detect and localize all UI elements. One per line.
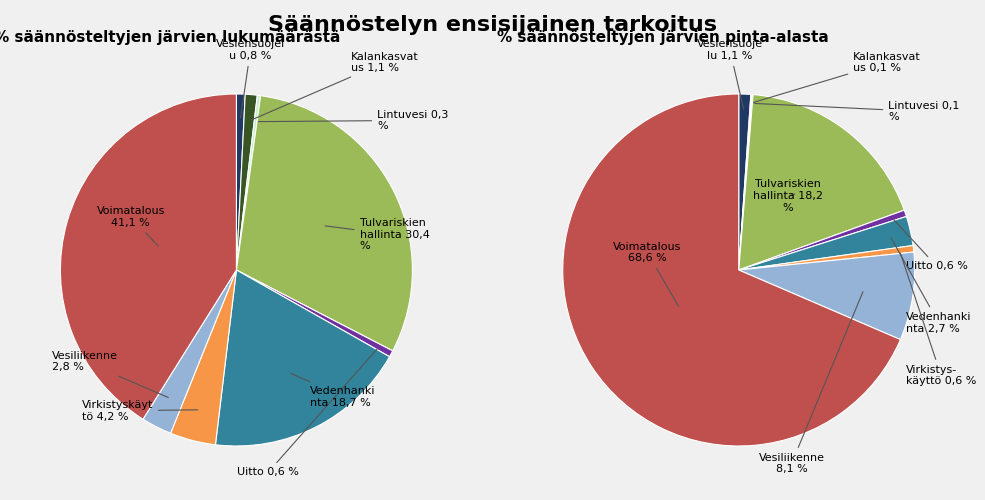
Text: Kalankasvat
us 0,1 %: Kalankasvat us 0,1 % (754, 52, 921, 102)
Wedge shape (739, 246, 914, 270)
Text: Vedenhanki
nta 2,7 %: Vedenhanki nta 2,7 % (891, 238, 971, 334)
Text: Vesiensuoje
lu 1,1 %: Vesiensuoje lu 1,1 % (697, 39, 763, 109)
Wedge shape (739, 210, 906, 270)
Wedge shape (739, 94, 752, 270)
Text: % säännösteltyjen järvien lukumäärästä: % säännösteltyjen järvien lukumäärästä (0, 30, 341, 44)
Text: Virkistys-
käyttö 0,6 %: Virkistys- käyttö 0,6 % (900, 253, 976, 386)
Text: Säännöstelyn ensisijainen tarkoitus: Säännöstelyn ensisijainen tarkoitus (268, 15, 717, 35)
Wedge shape (739, 216, 913, 270)
Wedge shape (739, 94, 754, 270)
Text: Uitto 0,6 %: Uitto 0,6 % (237, 349, 377, 478)
Wedge shape (562, 94, 900, 446)
Text: Tulvariskien
hallinta 18,2
%: Tulvariskien hallinta 18,2 % (753, 180, 823, 212)
Wedge shape (170, 270, 236, 444)
Text: Vesiliikenne
8,1 %: Vesiliikenne 8,1 % (758, 292, 863, 474)
Wedge shape (143, 270, 236, 433)
Wedge shape (236, 94, 257, 270)
Text: % säännösteltyjen järvien pinta-alasta: % säännösteltyjen järvien pinta-alasta (496, 30, 828, 44)
Text: Uitto 0,6 %: Uitto 0,6 % (894, 220, 968, 272)
Text: Kalankasvat
us 1,1 %: Kalankasvat us 1,1 % (251, 52, 419, 120)
Wedge shape (236, 94, 245, 270)
Text: Vedenhanki
nta 18,7 %: Vedenhanki nta 18,7 % (291, 373, 376, 408)
Wedge shape (739, 252, 915, 340)
Text: Vesiensuojel
u 0,8 %: Vesiensuojel u 0,8 % (216, 39, 285, 117)
Wedge shape (236, 96, 261, 270)
Text: Voimatalous
68,6 %: Voimatalous 68,6 % (613, 242, 682, 306)
Wedge shape (739, 94, 751, 270)
Text: Lintuvesi 0,1
%: Lintuvesi 0,1 % (755, 101, 959, 122)
Wedge shape (216, 270, 389, 446)
Text: Tulvariskien
hallinta 30,4
%: Tulvariskien hallinta 30,4 % (325, 218, 429, 252)
Wedge shape (60, 94, 236, 419)
Wedge shape (739, 94, 904, 270)
Text: Lintuvesi 0,3
%: Lintuvesi 0,3 % (258, 110, 448, 131)
Wedge shape (236, 270, 393, 356)
Text: Virkistyskäyt
tö 4,2 %: Virkistyskäyt tö 4,2 % (82, 400, 198, 421)
Text: Vesiliikenne
2,8 %: Vesiliikenne 2,8 % (51, 350, 168, 398)
Text: Voimatalous
41,1 %: Voimatalous 41,1 % (97, 206, 165, 246)
Wedge shape (236, 96, 413, 351)
